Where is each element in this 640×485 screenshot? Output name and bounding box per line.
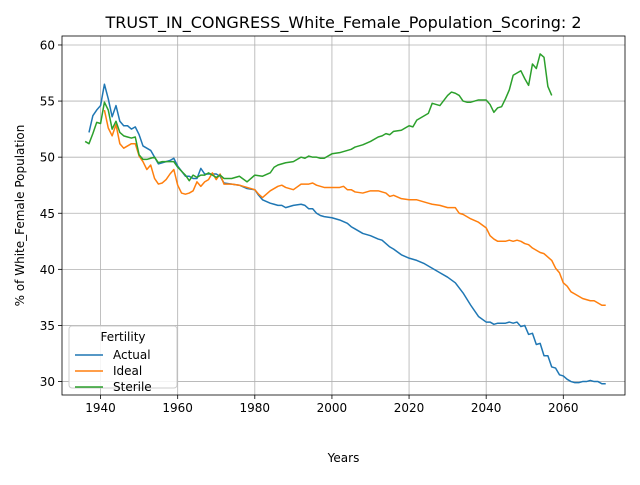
x-tick-label: 1940 [85,401,116,415]
legend-label-ideal: Ideal [113,364,142,378]
legend-box [68,325,178,389]
y-tick-label: 50 [40,151,55,165]
y-tick-label: 45 [40,207,55,221]
x-tick-label: 2040 [471,401,502,415]
y-axis-label: % of White_Female Population [13,125,27,307]
series-line-ideal [103,109,606,306]
x-tick-label: 1980 [240,401,271,415]
y-tick-label: 30 [40,375,55,389]
plot-frame [61,35,626,396]
x-tick-label: 2000 [317,401,348,415]
series-lines [84,53,606,385]
axis-ticks: 1940 1960 1980 2000 2020 2040 2060 30 35 40 45 50 55… [40,38,579,415]
x-tick-label: 1960 [162,401,193,415]
y-tick-label: 55 [40,95,55,109]
legend-label-actual: Actual [113,348,151,362]
chart-title: TRUST_IN_CONGRESS_White_Female_Populatio… [104,13,581,33]
y-tick-label: 40 [40,263,55,277]
x-axis-label: Years [327,451,360,465]
legend-items: Actual Ideal Sterile [75,348,152,394]
legend-label-sterile: Sterile [113,380,152,394]
y-tick-label: 60 [40,38,55,52]
y-tick-label: 35 [40,319,55,333]
legend-title: Fertility [100,330,145,344]
series-line-sterile [84,53,553,183]
x-tick-label: 2020 [394,401,425,415]
x-tick-label: 2060 [548,401,579,415]
legend: Fertility Actual Ideal Sterile [68,325,178,394]
